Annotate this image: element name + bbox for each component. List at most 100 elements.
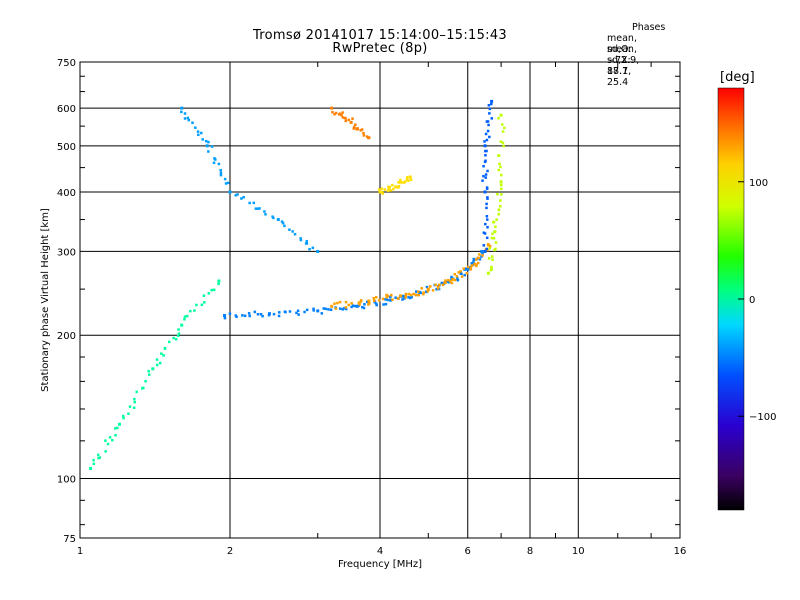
data-point	[183, 117, 187, 120]
colorbar-tick-label: 100	[749, 178, 768, 189]
data-point	[195, 303, 198, 307]
data-point	[308, 247, 311, 251]
data-point	[488, 247, 492, 250]
data-point	[444, 281, 447, 284]
data-point	[207, 150, 210, 153]
data-point	[205, 144, 209, 148]
data-point	[176, 334, 180, 338]
data-point	[132, 406, 136, 409]
data-point	[404, 292, 408, 296]
data-point	[464, 267, 468, 270]
data-point	[347, 303, 351, 307]
data-point	[336, 301, 339, 305]
data-point	[435, 287, 438, 291]
data-point	[258, 207, 261, 210]
data-point	[460, 275, 464, 278]
data-point	[207, 292, 211, 295]
data-point	[466, 267, 470, 271]
data-point	[355, 304, 359, 308]
data-point	[404, 296, 407, 299]
data-point	[487, 104, 491, 107]
data-point	[387, 185, 390, 189]
data-point	[384, 298, 387, 301]
data-point	[267, 312, 271, 316]
data-point	[242, 195, 245, 199]
data-point	[329, 308, 333, 311]
data-point	[362, 131, 365, 135]
data-point	[333, 302, 336, 305]
data-point	[243, 314, 247, 318]
data-point	[497, 212, 500, 216]
data-point	[122, 416, 125, 420]
data-point	[502, 144, 505, 148]
data-point	[434, 283, 437, 287]
data-point	[350, 302, 353, 305]
data-point	[111, 438, 114, 442]
data-point	[189, 309, 192, 313]
data-point	[106, 442, 110, 446]
data-point	[490, 236, 494, 240]
data-point	[470, 262, 474, 265]
data-point	[144, 380, 147, 383]
data-point	[252, 201, 256, 205]
data-point	[499, 180, 503, 184]
data-point	[351, 304, 355, 308]
data-point	[472, 260, 475, 263]
data-point	[160, 352, 163, 355]
trace	[486, 113, 506, 275]
data-point	[347, 118, 351, 122]
data-point	[362, 306, 366, 310]
trace	[89, 279, 221, 470]
data-point	[312, 309, 315, 312]
data-point	[212, 161, 216, 165]
data-point	[414, 293, 418, 297]
data-point	[500, 173, 503, 177]
data-point	[264, 213, 267, 216]
data-point	[496, 192, 499, 196]
data-point	[127, 412, 130, 415]
data-point	[486, 169, 489, 173]
data-point	[372, 297, 375, 300]
data-point	[500, 193, 503, 196]
data-point	[386, 189, 390, 192]
data-point	[481, 254, 484, 257]
data-point	[483, 190, 487, 194]
data-point	[399, 294, 403, 298]
data-point	[147, 369, 150, 373]
data-point	[89, 466, 93, 470]
data-point	[482, 174, 485, 178]
data-point	[254, 207, 258, 210]
data-point	[354, 123, 357, 126]
data-point	[485, 218, 489, 221]
data-point	[207, 140, 210, 144]
data-point	[490, 265, 493, 269]
data-point	[391, 183, 394, 187]
data-point	[497, 116, 500, 120]
data-point	[312, 307, 315, 311]
data-point	[483, 144, 487, 148]
data-point	[261, 314, 264, 318]
data-point	[484, 159, 487, 163]
data-point	[478, 258, 482, 261]
data-point	[186, 314, 189, 318]
plot-grid	[80, 62, 680, 538]
data-point	[194, 126, 197, 129]
trace	[180, 106, 320, 253]
data-point	[500, 187, 503, 191]
data-point	[481, 179, 484, 182]
data-point	[135, 390, 138, 394]
data-point	[180, 323, 184, 327]
data-point	[217, 162, 221, 166]
colorbar-tick-label: −100	[749, 412, 776, 423]
data-point	[367, 299, 371, 303]
data-point	[414, 290, 418, 293]
data-point	[193, 309, 196, 312]
x-tick-label: 2	[227, 546, 233, 557]
data-point	[297, 313, 300, 316]
data-point	[481, 252, 484, 255]
data-point	[303, 310, 306, 314]
data-point	[444, 279, 447, 282]
data-point	[497, 154, 500, 157]
data-point	[499, 113, 503, 117]
